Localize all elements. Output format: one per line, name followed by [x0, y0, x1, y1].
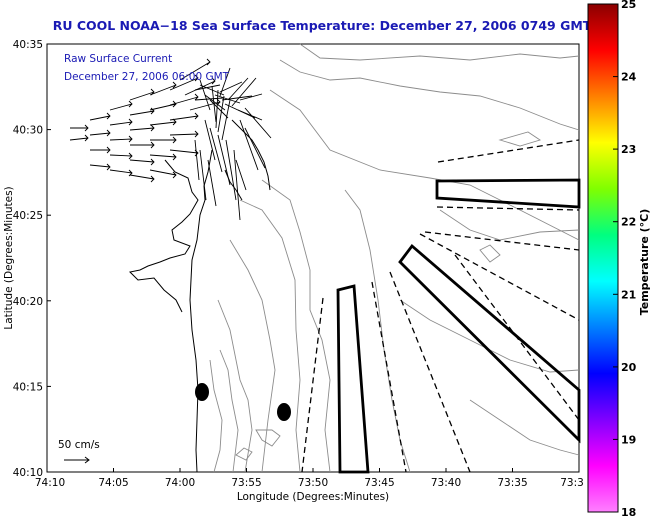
colorbar-tick-label: 25: [621, 0, 636, 11]
colorbar-ticks: [613, 76, 618, 440]
colorbar-gradient: [587, 3, 619, 513]
colorbar-tick-label: 19: [621, 433, 636, 446]
current-vectors: [69, 58, 272, 221]
survey-box-north: [435, 178, 581, 209]
x-tick-label: 73:50: [298, 477, 328, 489]
survey-boxes: [336, 178, 581, 474]
x-tick-label: 73:45: [364, 477, 394, 489]
station-marker-1: [195, 383, 209, 401]
map-panel: Raw Surface Current December 27, 2006 06…: [46, 43, 581, 474]
overlay-line-2: December 27, 2006 06:00 GMT: [64, 71, 230, 83]
figure-title: RU COOL NOAA−18 Sea Surface Temperature:…: [53, 18, 592, 33]
map-frame: [46, 43, 580, 473]
y-tick-label: 40:35: [13, 39, 43, 51]
colorbar-tick-label: 18: [621, 506, 636, 518]
x-axis-label: Longitude (Degrees:Minutes): [237, 491, 389, 503]
colorbar-tick-label: 24: [621, 71, 637, 84]
scale-label: 50 cm/s: [58, 439, 100, 451]
colorbar-tick-label: 20: [621, 361, 637, 374]
x-tick-label: 73:35: [497, 477, 527, 489]
x-tick-label: 74:10: [35, 477, 65, 489]
overlay-line-1: Raw Surface Current: [64, 53, 172, 65]
colorbar-tick-label: 23: [621, 143, 636, 156]
x-tick-label: 74:05: [98, 477, 128, 489]
y-tick-label: 40:10: [13, 467, 43, 479]
colorbar-label: Temperature (°C): [638, 209, 651, 316]
x-tick-label: 73:3: [560, 477, 584, 489]
colorbar: 25 24 23 22 21 20 19 18 Temperature (°C): [587, 0, 651, 518]
scale-arrow: [64, 456, 90, 464]
y-tick-label: 40:25: [13, 210, 43, 222]
bathymetry-contours: [209, 43, 580, 473]
y-axis-label: Latitude (Degrees:Minutes): [3, 186, 15, 329]
x-tick-label: 74:00: [165, 477, 195, 489]
survey-box-south: [336, 284, 370, 474]
y-ticks: 40:35 40:30 40:25 40:20 40:15 40:10: [13, 39, 51, 479]
survey-box-diagonal: [398, 243, 581, 444]
colorbar-tick-label: 22: [621, 216, 636, 229]
y-tick-label: 40:15: [13, 381, 43, 393]
colorbar-tick-label: 21: [621, 288, 636, 301]
y-tick-label: 40:20: [13, 296, 43, 308]
y-tick-label: 40:30: [13, 125, 43, 137]
ray-lines: [301, 139, 580, 473]
station-marker-2: [277, 403, 291, 421]
x-ticks: 74:10 74:05 74:00 73:55 73:50 73:45 73:4…: [35, 468, 584, 489]
x-tick-label: 73:55: [231, 477, 261, 489]
x-tick-label: 73:40: [431, 477, 461, 489]
